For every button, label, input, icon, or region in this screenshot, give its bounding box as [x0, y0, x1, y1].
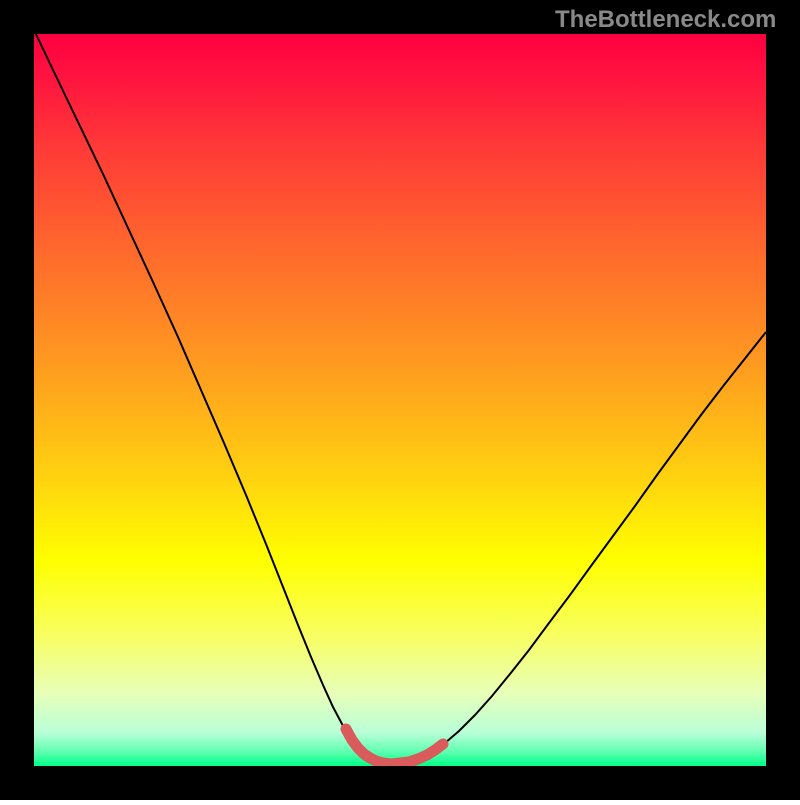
- chart-border-right: [766, 0, 800, 800]
- bottleneck-chart: TheBottleneck.com: [0, 0, 800, 800]
- gradient-background: [34, 34, 766, 766]
- chart-border-bottom: [0, 766, 800, 800]
- chart-svg: [0, 0, 800, 800]
- chart-border-left: [0, 0, 34, 800]
- watermark-text: TheBottleneck.com: [555, 6, 776, 34]
